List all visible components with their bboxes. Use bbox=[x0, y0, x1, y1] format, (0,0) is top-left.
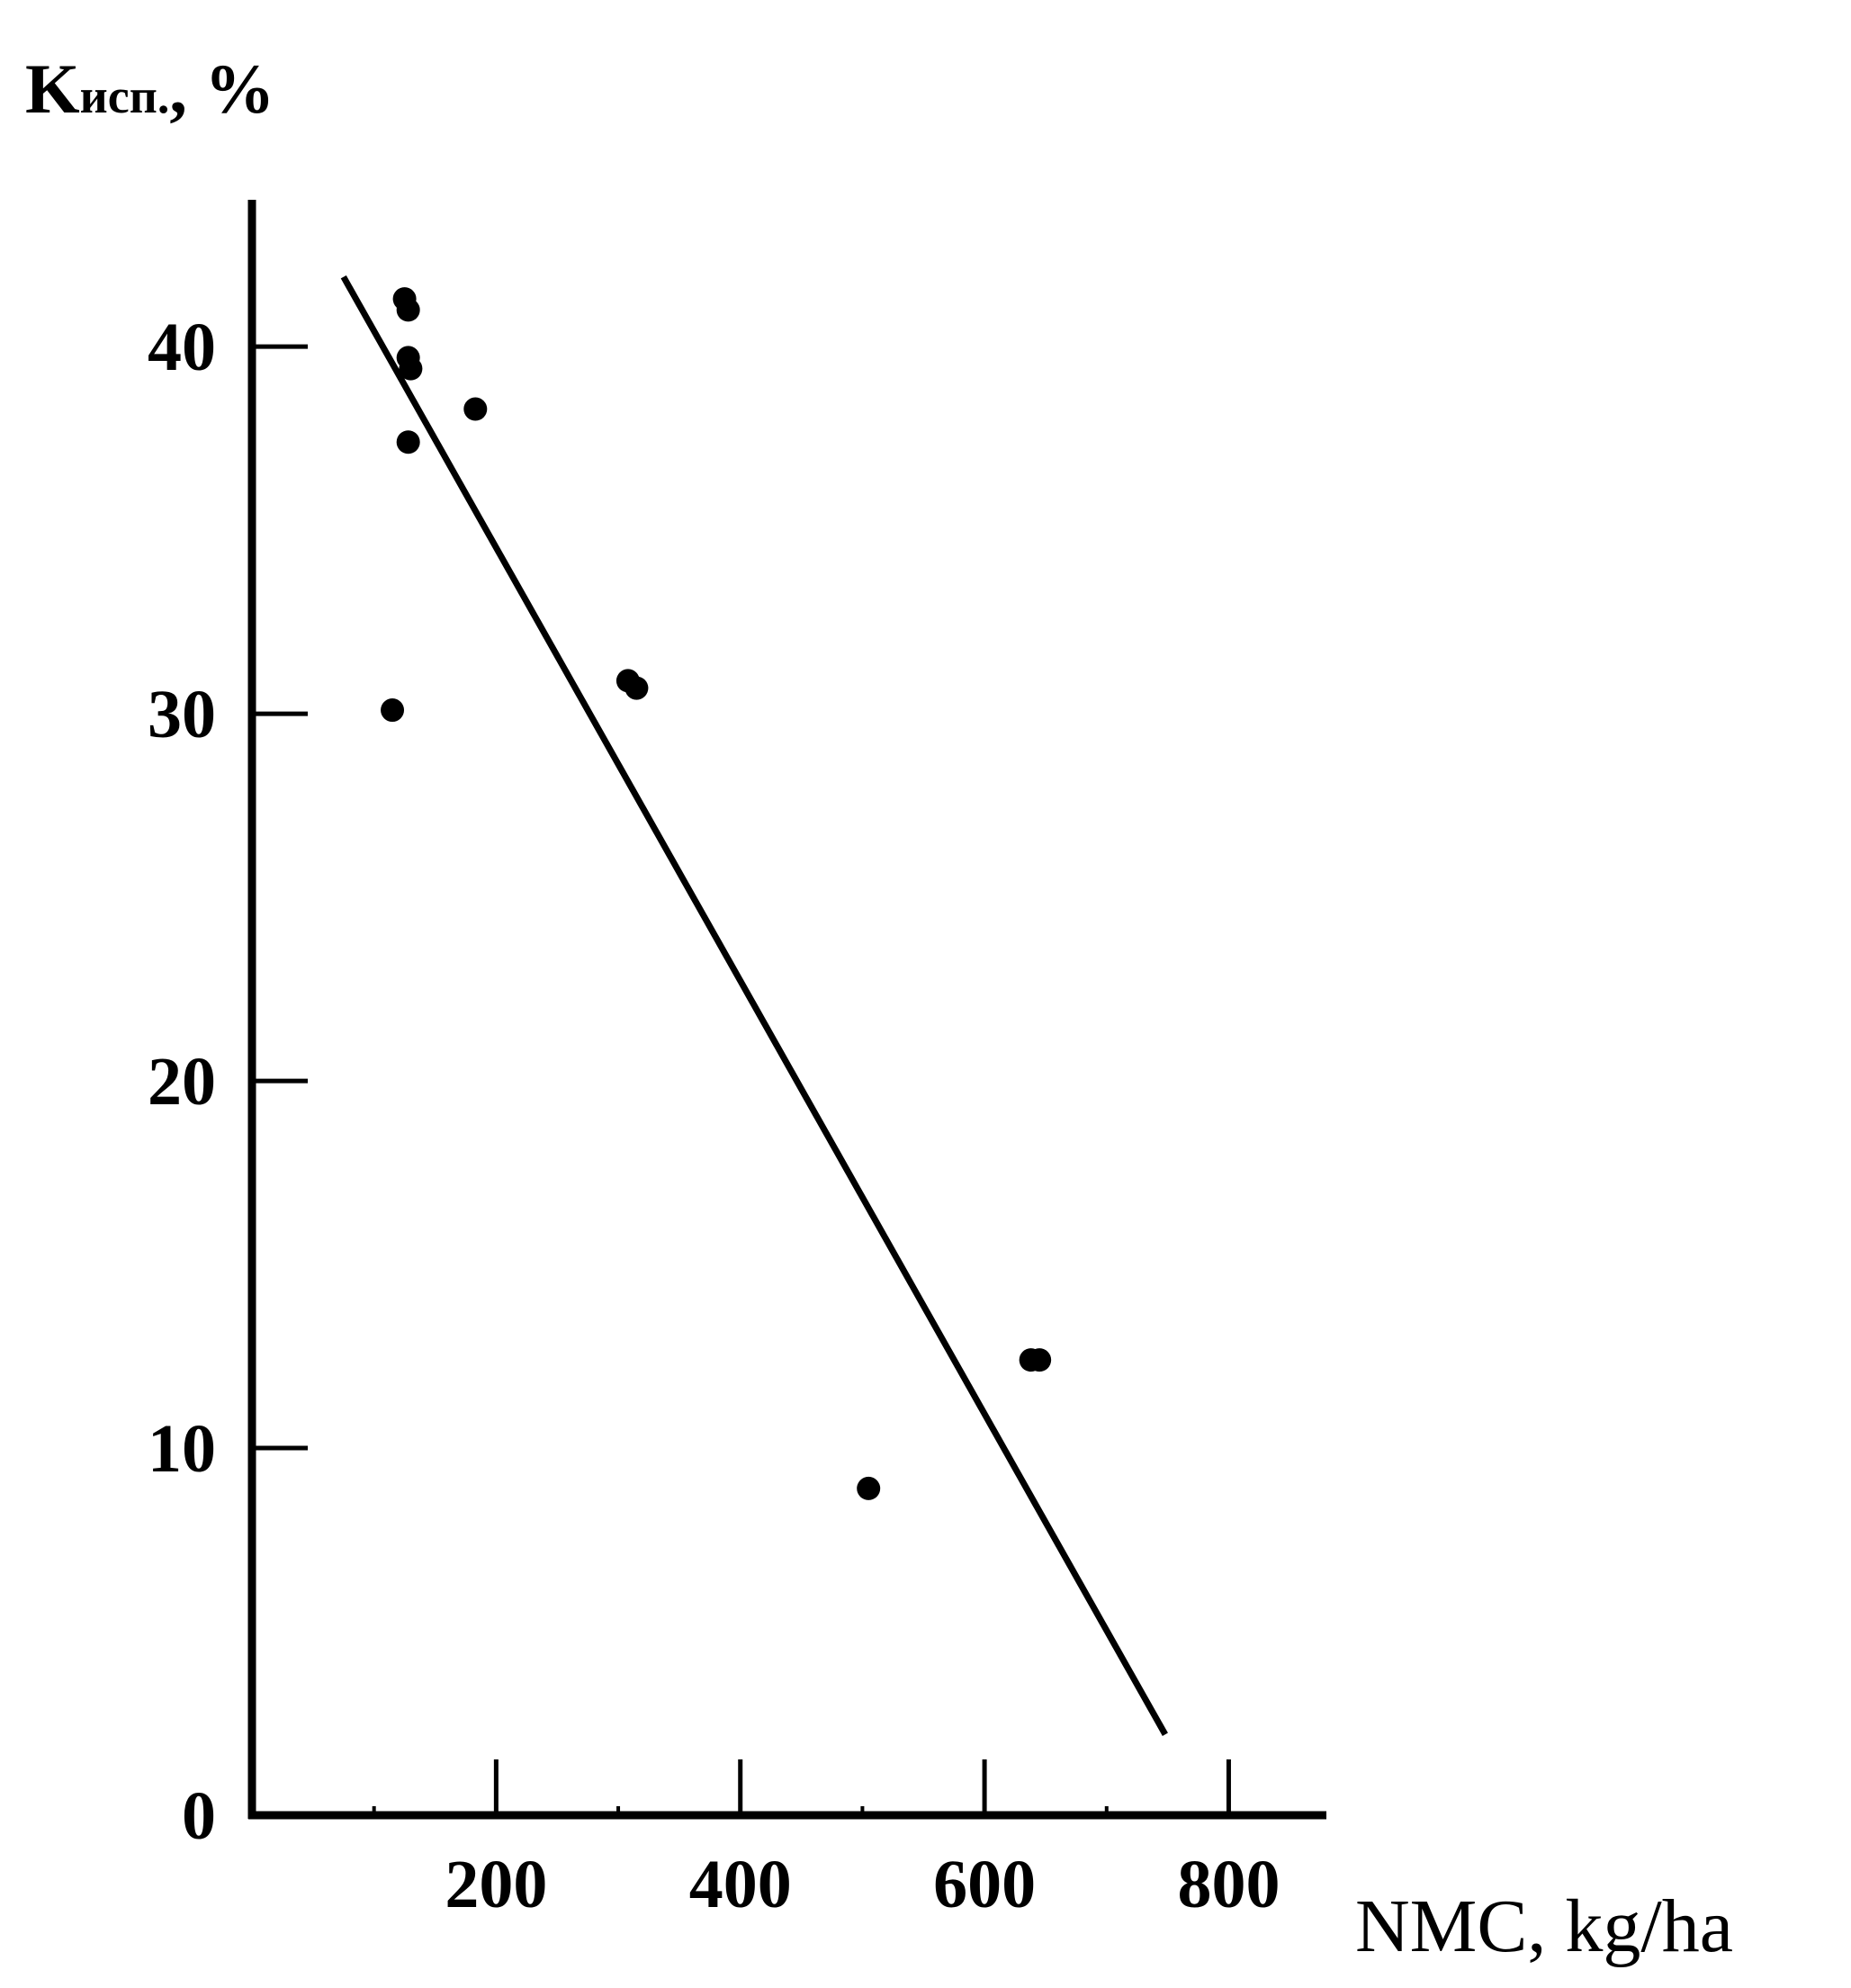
data-point bbox=[381, 698, 405, 723]
x-ticks: 200 400 600 800 bbox=[372, 1759, 1280, 1922]
y-tick-label: 40 bbox=[148, 310, 216, 385]
y-axis-label: Kисп., % bbox=[25, 49, 274, 128]
y-axis-label-subscript: исп. bbox=[80, 69, 170, 123]
data-point bbox=[463, 397, 488, 421]
x-tick-label: 200 bbox=[445, 1847, 547, 1922]
data-point bbox=[396, 298, 420, 322]
x-tick-label: 800 bbox=[1177, 1847, 1280, 1922]
y-tick-label: 20 bbox=[148, 1044, 216, 1120]
x-tick-label: 600 bbox=[933, 1847, 1036, 1922]
trend-line bbox=[340, 274, 1168, 1736]
data-point bbox=[1028, 1348, 1052, 1372]
data-points bbox=[381, 287, 1052, 1500]
data-point bbox=[624, 676, 649, 700]
x-tick-label: 400 bbox=[689, 1847, 792, 1922]
data-point bbox=[857, 1476, 881, 1500]
data-point bbox=[399, 356, 423, 381]
y-axis-label-main: K bbox=[25, 49, 80, 128]
y-tick-label: 10 bbox=[148, 1411, 216, 1487]
data-point bbox=[396, 430, 420, 454]
y-tick-label: 30 bbox=[148, 677, 216, 752]
y-ticks: 0 10 20 30 40 bbox=[148, 310, 308, 1854]
y-tick-label: 0 bbox=[182, 1778, 216, 1854]
y-axis-label-unit: , % bbox=[169, 49, 274, 128]
x-axis-label: NMC, kg/ha bbox=[1355, 1885, 1733, 1968]
trend-line-group bbox=[340, 274, 1168, 1736]
